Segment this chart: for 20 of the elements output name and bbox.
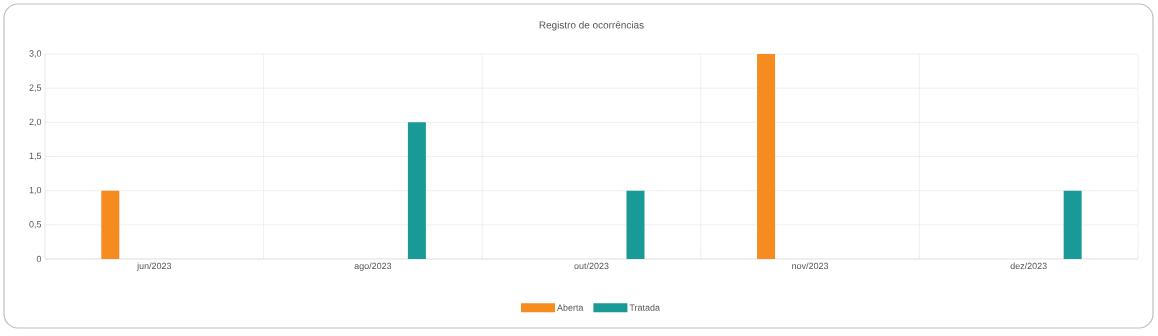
y-tick-label: 1,0 bbox=[29, 186, 42, 195]
bar bbox=[407, 122, 426, 259]
bar bbox=[101, 190, 120, 259]
y-tick-label: 0 bbox=[36, 255, 42, 263]
x-tick-label: dez/2023 bbox=[1010, 262, 1047, 270]
y-tick-label: 2,0 bbox=[29, 118, 42, 127]
bar bbox=[757, 54, 776, 259]
x-tick-label: out/2023 bbox=[574, 262, 609, 270]
chart-title: Registro de ocorrências bbox=[539, 21, 644, 31]
bar bbox=[626, 190, 645, 259]
y-tick-label: 0,5 bbox=[29, 221, 42, 229]
x-tick-label: ago/2023 bbox=[354, 262, 392, 271]
x-tick-label: jun/2023 bbox=[136, 262, 172, 271]
bar bbox=[1063, 190, 1082, 259]
legend-label: Tratada bbox=[629, 304, 660, 311]
y-tick-label: 1,5 bbox=[29, 152, 42, 161]
legend-label: Aberta bbox=[557, 304, 584, 311]
y-tick-label: 3,0 bbox=[29, 50, 42, 58]
y-tick-label: 2,5 bbox=[29, 84, 42, 92]
x-tick-label: nov/2023 bbox=[792, 262, 829, 270]
